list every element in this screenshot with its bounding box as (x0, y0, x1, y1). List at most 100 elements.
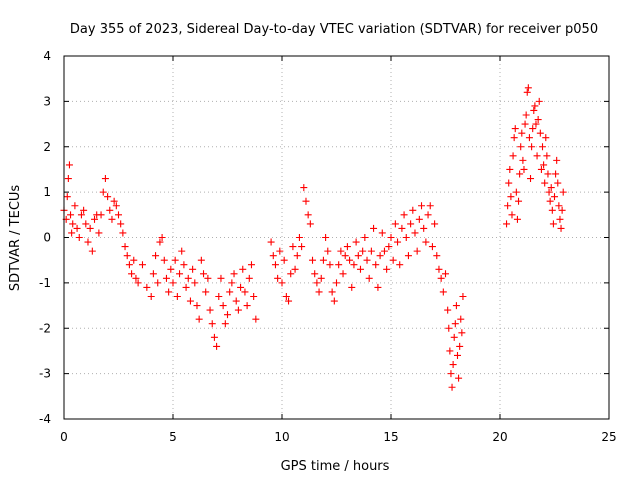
data-point (108, 215, 116, 223)
data-point (63, 193, 71, 201)
data-point (295, 234, 303, 241)
data-point (230, 270, 238, 278)
data-point (520, 165, 528, 173)
data-point (300, 184, 308, 192)
data-point (67, 211, 75, 219)
data-point (422, 238, 430, 246)
data-point (453, 351, 461, 359)
y-tick-label: 1 (43, 185, 51, 199)
data-point (389, 256, 397, 264)
x-tick-label: 25 (601, 430, 616, 444)
data-point (324, 247, 332, 255)
data-point (195, 315, 203, 323)
data-point (237, 283, 245, 291)
data-point (458, 329, 466, 337)
data-point (546, 197, 554, 205)
data-point (149, 270, 157, 278)
data-point (289, 243, 297, 251)
data-point (518, 129, 526, 137)
data-point (400, 211, 408, 219)
data-point (549, 220, 557, 228)
data-point (420, 224, 428, 232)
data-point (505, 179, 513, 187)
data-point (435, 265, 443, 273)
data-point (437, 274, 445, 282)
data-point (77, 211, 85, 219)
data-point (165, 288, 173, 296)
data-point (130, 256, 138, 264)
data-point (65, 161, 73, 169)
data-point (531, 102, 539, 110)
data-point (276, 247, 284, 255)
data-point (535, 97, 543, 105)
data-point (147, 292, 155, 300)
data-point (162, 274, 170, 282)
data-point (280, 256, 288, 264)
data-point (447, 370, 455, 378)
data-point (372, 261, 380, 269)
data-point (309, 256, 317, 264)
data-point (91, 215, 99, 223)
data-point (541, 179, 549, 187)
data-point (559, 188, 567, 196)
data-point (524, 84, 532, 92)
y-tick-label: -4 (39, 412, 51, 426)
x-tick-label: 15 (383, 430, 398, 444)
data-point (452, 302, 460, 310)
data-point (138, 261, 146, 269)
data-point (343, 243, 351, 251)
data-point (517, 143, 525, 151)
data-point (219, 302, 227, 310)
y-tick-label: 0 (43, 231, 51, 245)
data-point (398, 224, 406, 232)
data-point (528, 143, 536, 151)
data-point (532, 120, 540, 128)
data-point (250, 292, 258, 300)
data-point (182, 283, 190, 291)
data-point (387, 234, 395, 241)
data-point (552, 170, 560, 178)
data-point (75, 234, 83, 241)
data-point (115, 211, 122, 219)
data-point (548, 206, 556, 214)
data-point (243, 302, 251, 310)
data-point (173, 292, 181, 300)
data-point (210, 333, 218, 341)
data-point (241, 288, 249, 296)
data-point (239, 265, 247, 273)
data-point (232, 297, 240, 305)
data-point (171, 256, 179, 264)
data-point (158, 234, 166, 241)
data-points (60, 84, 567, 391)
data-point (451, 320, 459, 328)
data-point (547, 184, 555, 192)
y-tick-label: 4 (43, 49, 51, 63)
data-point (322, 234, 330, 241)
data-point (104, 193, 112, 201)
data-point (354, 252, 362, 260)
data-point (184, 274, 192, 282)
data-point (459, 292, 467, 300)
data-point (404, 252, 412, 260)
data-point (525, 134, 533, 142)
data-point (507, 193, 515, 201)
data-point (110, 197, 118, 205)
data-point (193, 302, 201, 310)
data-point (298, 243, 306, 251)
data-point (197, 256, 205, 264)
data-point (125, 261, 133, 269)
data-point (540, 161, 548, 169)
data-point (180, 261, 188, 269)
data-point (128, 270, 136, 278)
data-point (515, 197, 523, 205)
data-point (80, 206, 88, 214)
data-point (123, 252, 131, 260)
data-point (402, 234, 410, 241)
data-point (245, 274, 253, 282)
data-point (121, 243, 129, 251)
data-point (330, 297, 338, 305)
data-point (396, 261, 404, 269)
data-point (418, 202, 426, 210)
data-point (95, 229, 103, 237)
